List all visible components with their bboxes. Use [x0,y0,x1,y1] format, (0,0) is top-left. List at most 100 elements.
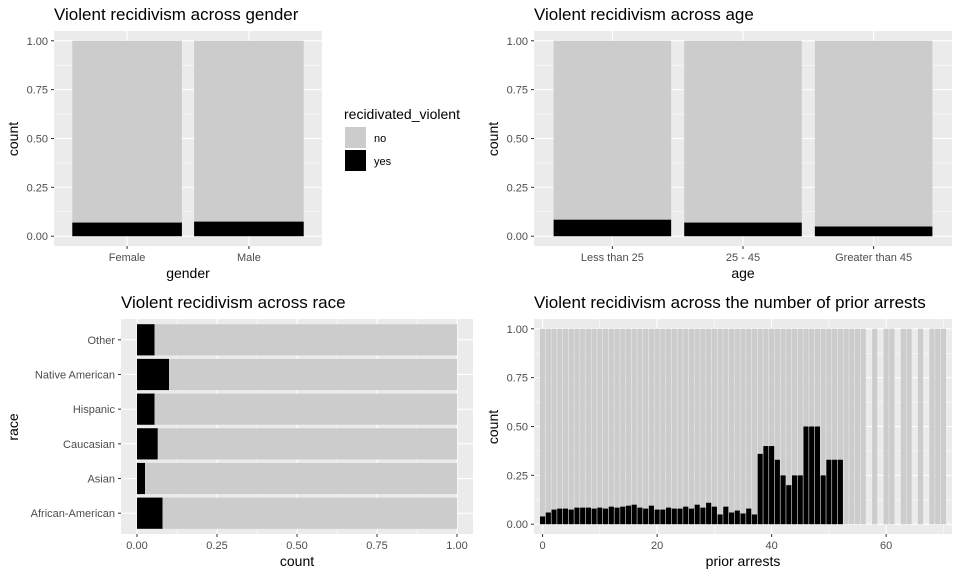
prior-arrests-bar-no [631,328,637,505]
prior-arrests-bar-no [906,328,912,525]
prior-arrests-bar-yes [786,485,792,525]
prior-arrests-bar-no [574,328,580,508]
prior-arrests-bar-no [860,328,866,525]
gender-x-tick-label: Male [237,252,261,264]
prior-arrests-bar-no [734,328,740,511]
prior-arrests-bar-yes [809,426,815,525]
race-bar-yes [137,428,158,460]
prior-arrests-bar-no [706,328,712,503]
prior-arrests-bar-yes [706,502,712,525]
prior-arrests-bar-yes [688,508,695,525]
prior-arrests-bar-no [660,328,666,510]
prior-arrests-bar-no [671,328,677,509]
prior-arrests-y-axis-label: count [485,410,501,444]
prior-arrests-bar-yes [608,506,614,525]
prior-arrests-bar-no [683,328,689,507]
gender-y-tick-label: 0.25 [27,182,48,194]
gender-bar-yes [72,222,182,237]
age-bar-yes [684,222,802,237]
prior-arrests-bar-yes [677,508,683,525]
age-y-tick-label: 1.00 [507,36,528,48]
prior-arrests-bar-no [751,328,758,515]
age-y-tick-label: 0.00 [507,231,528,243]
prior-arrests-bar-yes [711,506,717,525]
prior-arrests-bar-yes [591,508,597,525]
legend-title: recidivated_violent [344,106,460,122]
race-y-tick-label: Other [87,335,115,347]
prior-arrests-bar-yes [562,508,569,525]
prior-arrests-bar-no [843,328,849,525]
age-x-axis-label: age [731,265,755,281]
prior-arrests-panel-title: Violent recidivism across the number of … [534,293,926,312]
prior-arrests-bar-no [637,328,643,508]
age-y-tick-label: 0.25 [507,182,528,194]
prior-arrests-bar-no [740,328,746,514]
prior-arrests-bar-yes [734,510,740,525]
prior-arrests-bar-no [940,328,946,525]
prior-arrests-bar-no [711,328,717,507]
prior-arrests-bar-no [917,328,924,525]
prior-arrests-bar-yes [654,509,660,525]
prior-arrests-bar-yes [665,507,672,525]
age-y-tick-label: 0.75 [507,85,528,97]
prior-arrests-bar-no [746,328,752,509]
gender-y-tick-label: 0.00 [27,231,48,243]
prior-arrests-bar-no [883,328,889,525]
race-panel-title: Violent recidivism across race [121,293,346,312]
race-bar-no [154,393,457,425]
prior-arrests-bar-no [723,328,729,507]
prior-arrests-bar-no [935,328,941,525]
prior-arrests-bar-yes [545,512,551,525]
legend-key-no [345,127,366,148]
prior-arrests-bar-yes [746,508,752,525]
prior-arrests-bar-yes [717,514,723,525]
prior-arrests-bar-yes [568,509,574,525]
prior-arrests-bar-yes [643,508,649,525]
prior-arrests-bar-no [826,328,832,460]
age-bar-no [814,40,933,227]
gender-bar-no [194,40,304,222]
race-bar-yes [137,393,155,425]
gender-y-tick-label: 0.50 [27,134,48,146]
prior-arrests-bar-yes [637,507,643,525]
race-x-tick-label: 0.25 [206,540,227,552]
prior-arrests-bar-no [700,328,706,508]
gender-y-tick-label: 0.75 [27,85,48,97]
age-bar-yes [553,219,672,237]
race-bar-no [157,428,458,460]
age-bar-yes [814,226,933,237]
prior-arrests-bar-no [643,328,649,509]
prior-arrests-x-tick-label: 20 [651,540,663,552]
prior-arrests-bar-no [757,328,763,454]
race-bar-yes [137,497,163,529]
prior-arrests-bar-yes [648,505,654,525]
prior-arrests-bar-no [889,328,895,525]
prior-arrests-bar-no [557,328,563,509]
race-y-tick-label: African-American [31,508,115,520]
prior-arrests-bar-no [551,328,557,510]
prior-arrests-bar-yes [797,475,803,525]
prior-arrests-bar-yes [791,475,798,525]
prior-arrests-bar-yes [625,505,632,525]
legend-label-yes: yes [374,156,392,168]
prior-arrests-bar-yes [597,507,603,525]
race-x-axis-label: count [280,553,314,569]
prior-arrests-bar-yes [774,459,780,525]
age-x-tick-label: Less than 25 [581,252,644,264]
prior-arrests-bar-no [591,328,597,509]
prior-arrests-bar-no [688,328,695,509]
age-bar-no [684,40,802,223]
prior-arrests-bar-yes [814,426,821,525]
prior-arrests-bar-yes [614,507,620,525]
race-x-tick-label: 0.50 [286,540,307,552]
prior-arrests-y-tick-label: 0.00 [507,519,528,531]
race-x-tick-label: 1.00 [446,540,467,552]
prior-arrests-bar-no [803,328,809,427]
prior-arrests-bar-yes [803,426,809,525]
legend: recidivated_violent no yes [344,106,460,171]
prior-arrests-bar-no [540,328,546,517]
gender-bar-yes [194,221,304,237]
race-x-tick-label: 0.75 [366,540,387,552]
prior-arrests-bar-yes [580,507,586,525]
